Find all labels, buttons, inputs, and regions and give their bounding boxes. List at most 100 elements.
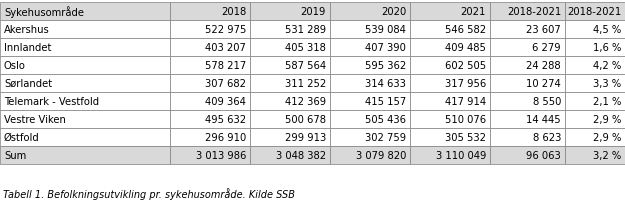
- Bar: [330, 3, 410, 21]
- Bar: [330, 21, 410, 39]
- Text: 2021: 2021: [461, 7, 486, 17]
- Bar: [0, 75, 170, 92]
- Text: 578 217: 578 217: [205, 61, 246, 71]
- Text: 539 084: 539 084: [365, 25, 406, 35]
- Text: 407 390: 407 390: [365, 43, 406, 53]
- Bar: [565, 92, 625, 110]
- Text: Akershus: Akershus: [4, 25, 50, 35]
- Bar: [490, 21, 565, 39]
- Text: 412 369: 412 369: [285, 97, 326, 107]
- Bar: [565, 128, 625, 146]
- Text: 2019: 2019: [301, 7, 326, 17]
- Text: 2018-2021: 2018-2021: [507, 7, 561, 17]
- Text: 4,2 %: 4,2 %: [592, 61, 621, 71]
- Bar: [490, 3, 565, 21]
- Text: 4,5 %: 4,5 %: [592, 25, 621, 35]
- Bar: [0, 21, 170, 39]
- Bar: [170, 146, 250, 164]
- Text: 546 582: 546 582: [445, 25, 486, 35]
- Text: 510 076: 510 076: [445, 115, 486, 124]
- Bar: [330, 128, 410, 146]
- Bar: [410, 128, 490, 146]
- Text: 317 956: 317 956: [445, 79, 486, 89]
- Bar: [250, 128, 330, 146]
- Bar: [565, 39, 625, 57]
- Text: Sykehusområde: Sykehusområde: [4, 6, 84, 18]
- Bar: [490, 92, 565, 110]
- Bar: [410, 57, 490, 75]
- Bar: [410, 75, 490, 92]
- Bar: [170, 92, 250, 110]
- Text: 14 445: 14 445: [526, 115, 561, 124]
- Text: 3 013 986: 3 013 986: [196, 150, 246, 160]
- Text: 299 913: 299 913: [285, 132, 326, 142]
- Text: Oslo: Oslo: [4, 61, 26, 71]
- Text: 8 623: 8 623: [532, 132, 561, 142]
- Text: 3 079 820: 3 079 820: [356, 150, 406, 160]
- Text: 3 110 049: 3 110 049: [436, 150, 486, 160]
- Bar: [565, 3, 625, 21]
- Text: Innlandet: Innlandet: [4, 43, 51, 53]
- Bar: [250, 39, 330, 57]
- Text: 23 607: 23 607: [526, 25, 561, 35]
- Text: Østfold: Østfold: [4, 132, 40, 142]
- Text: 3,3 %: 3,3 %: [593, 79, 621, 89]
- Text: 531 289: 531 289: [285, 25, 326, 35]
- Text: 1,6 %: 1,6 %: [592, 43, 621, 53]
- Text: Telemark - Vestfold: Telemark - Vestfold: [4, 97, 99, 107]
- Text: 311 252: 311 252: [285, 79, 326, 89]
- Text: 587 564: 587 564: [285, 61, 326, 71]
- Bar: [410, 92, 490, 110]
- Text: Tabell 1. Befolkningsutvikling pr. sykehusområde. Kilde SSB: Tabell 1. Befolkningsutvikling pr. sykeh…: [3, 187, 295, 199]
- Bar: [170, 39, 250, 57]
- Text: 495 632: 495 632: [205, 115, 246, 124]
- Text: 314 633: 314 633: [365, 79, 406, 89]
- Text: 305 532: 305 532: [445, 132, 486, 142]
- Text: 409 364: 409 364: [205, 97, 246, 107]
- Bar: [330, 39, 410, 57]
- Text: 595 362: 595 362: [365, 61, 406, 71]
- Text: 3,2 %: 3,2 %: [592, 150, 621, 160]
- Text: 417 914: 417 914: [445, 97, 486, 107]
- Bar: [170, 57, 250, 75]
- Bar: [490, 57, 565, 75]
- Bar: [250, 92, 330, 110]
- Bar: [0, 110, 170, 128]
- Text: 409 485: 409 485: [445, 43, 486, 53]
- Text: 415 157: 415 157: [365, 97, 406, 107]
- Bar: [565, 75, 625, 92]
- Bar: [0, 92, 170, 110]
- Bar: [565, 146, 625, 164]
- Bar: [330, 57, 410, 75]
- Text: 2018: 2018: [221, 7, 246, 17]
- Text: 2020: 2020: [381, 7, 406, 17]
- Bar: [0, 128, 170, 146]
- Bar: [0, 57, 170, 75]
- Bar: [330, 92, 410, 110]
- Bar: [250, 3, 330, 21]
- Bar: [170, 128, 250, 146]
- Bar: [565, 110, 625, 128]
- Text: 405 318: 405 318: [285, 43, 326, 53]
- Text: 500 678: 500 678: [285, 115, 326, 124]
- Text: 24 288: 24 288: [526, 61, 561, 71]
- Text: 2018-2021: 2018-2021: [567, 7, 621, 17]
- Bar: [490, 75, 565, 92]
- Text: Sørlandet: Sørlandet: [4, 79, 52, 89]
- Text: Sum: Sum: [4, 150, 26, 160]
- Bar: [330, 110, 410, 128]
- Bar: [490, 146, 565, 164]
- Bar: [0, 39, 170, 57]
- Bar: [330, 75, 410, 92]
- Text: 307 682: 307 682: [205, 79, 246, 89]
- Text: 2,1 %: 2,1 %: [592, 97, 621, 107]
- Bar: [410, 110, 490, 128]
- Text: 505 436: 505 436: [365, 115, 406, 124]
- Bar: [410, 39, 490, 57]
- Bar: [170, 21, 250, 39]
- Text: 8 550: 8 550: [532, 97, 561, 107]
- Text: 3 048 382: 3 048 382: [276, 150, 326, 160]
- Bar: [250, 146, 330, 164]
- Text: 6 279: 6 279: [532, 43, 561, 53]
- Text: 602 505: 602 505: [445, 61, 486, 71]
